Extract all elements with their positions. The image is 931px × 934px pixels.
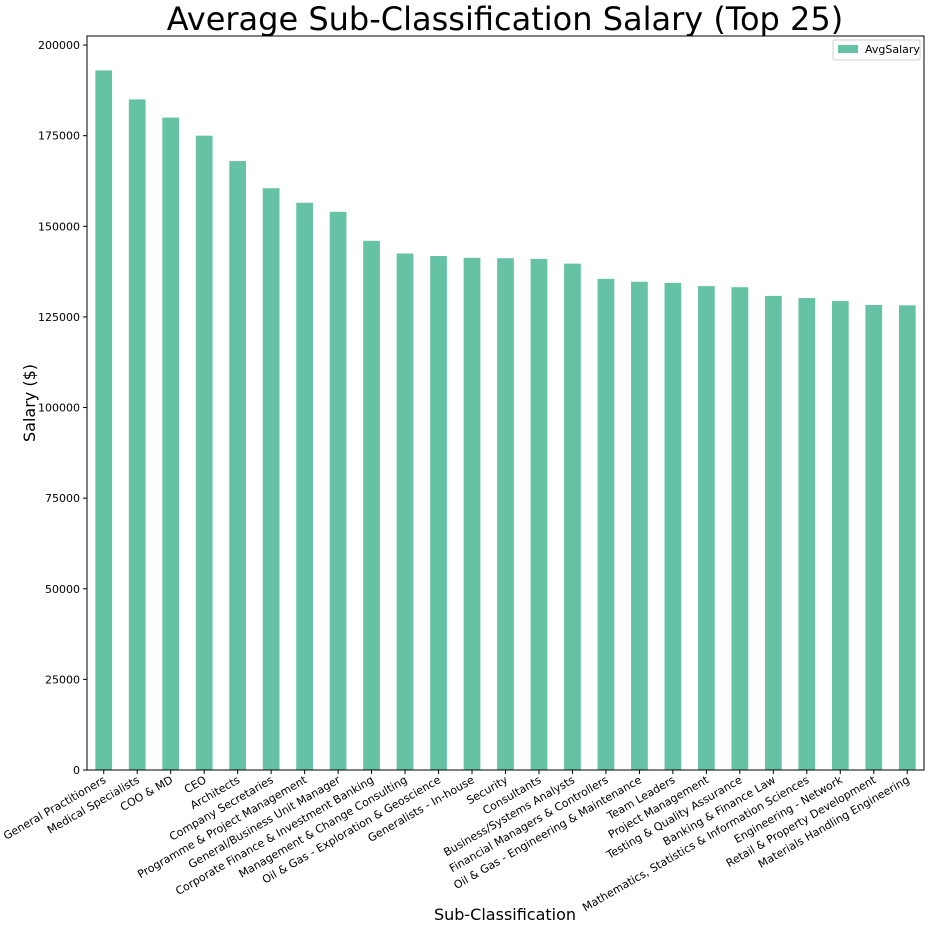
legend-swatch [838,45,858,53]
plot-frame [86,35,925,771]
bar [396,253,414,771]
bar [128,99,146,771]
y-axis-label: Salary ($) [20,364,39,442]
bar [664,282,682,770]
bar [865,304,883,770]
bar [329,211,347,771]
bar [463,257,481,771]
legend: AvgSalary [832,39,921,61]
bar [831,300,849,770]
bar [898,305,916,770]
bar [631,281,648,770]
bars-layer [95,70,916,771]
bar [698,286,715,770]
bar [95,70,113,771]
y-tick-label: 0 [73,764,80,777]
bar [597,278,615,770]
bar [162,117,180,770]
y-tick-label: 125000 [38,311,80,324]
bar [497,258,514,770]
y-tick-label: 75000 [45,492,80,505]
y-tick-label: 150000 [38,220,80,233]
y-tick-label: 50000 [45,583,80,596]
bar [296,202,313,771]
bar [430,256,447,770]
y-tick-label: 100000 [38,402,80,415]
bar [731,287,749,770]
bar [564,263,581,770]
x-axis-label: Sub-Classification [434,905,576,924]
bar [764,295,782,770]
y-tick-label: 200000 [38,39,80,52]
bar [363,240,380,771]
bar [530,258,548,770]
bar [798,298,816,770]
chart-title: Average Sub-Classification Salary (Top 2… [167,0,843,38]
y-tick-label: 25000 [45,673,80,686]
y-axis: 0 25000 50000 75000 100000 125000 150000 175000… [38,39,87,777]
bar [229,161,247,771]
y-tick-label: 175000 [38,130,80,143]
legend-label: AvgSalary [865,43,920,56]
bar [195,135,213,770]
bar [262,188,280,771]
